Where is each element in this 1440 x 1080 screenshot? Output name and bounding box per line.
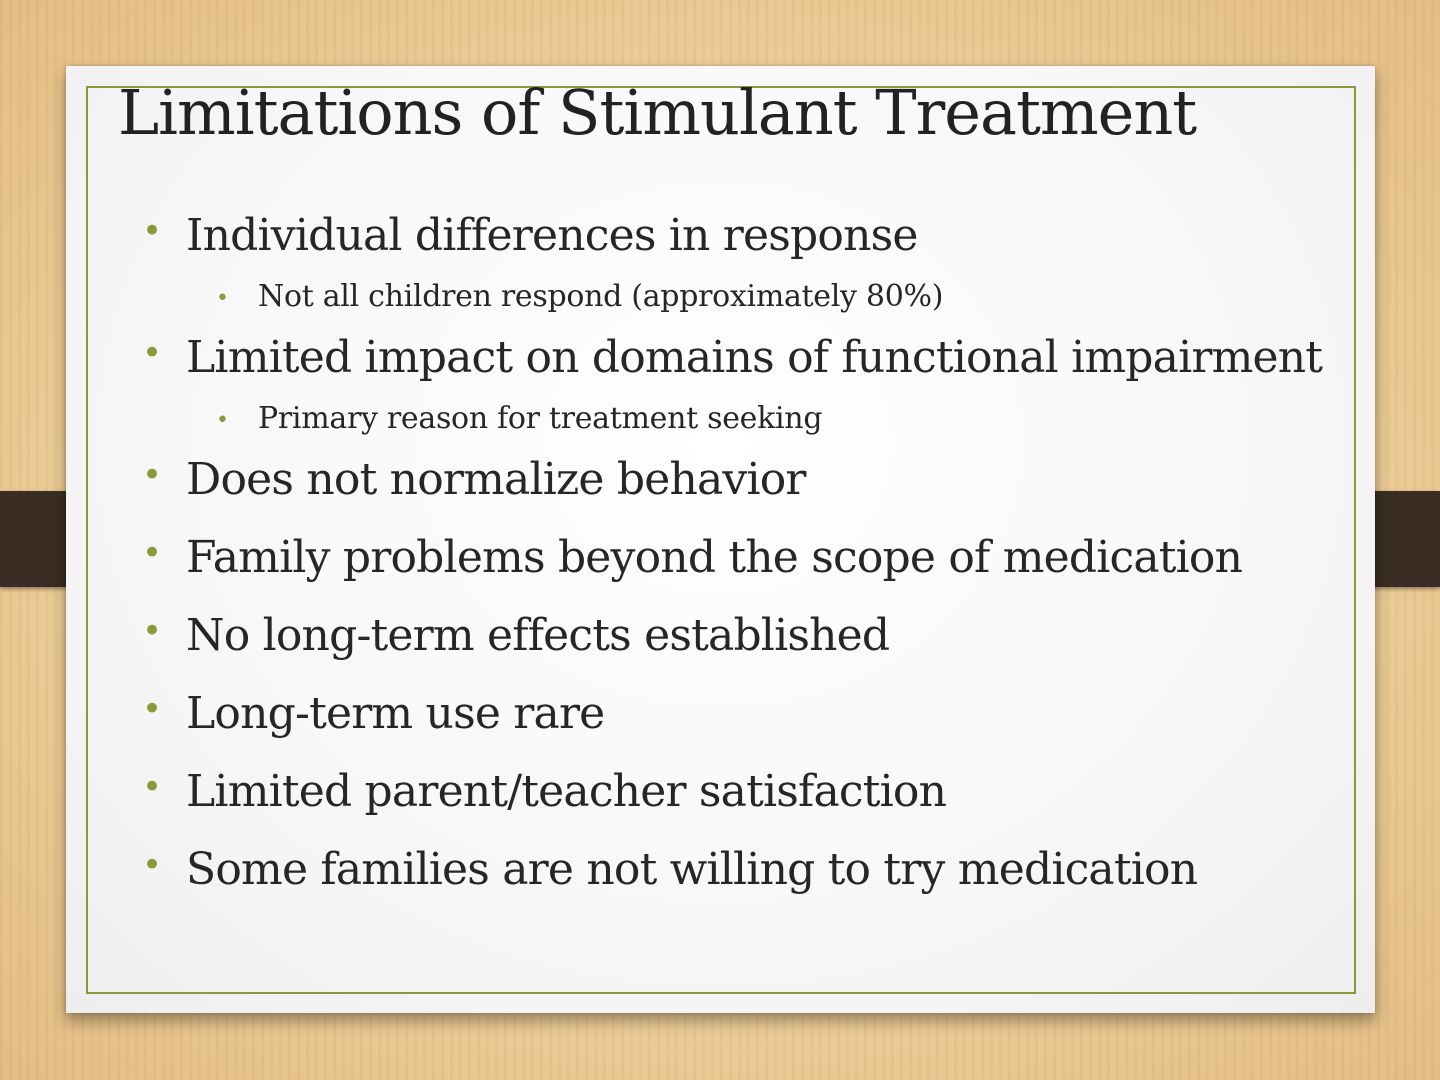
sub-bullet-dot-icon: • <box>216 408 229 433</box>
bullet-item: • Limited parent/teacher satisfaction <box>142 760 1366 824</box>
bullet-text: Long-term use rare <box>186 688 605 739</box>
bullet-item: • No long-term effects established <box>142 604 1366 668</box>
bullet-item: • Limited impact on domains of functiona… <box>142 326 1366 390</box>
bullet-text: No long-term effects established <box>186 610 890 661</box>
bullet-dot-icon: • <box>142 845 163 885</box>
bullet-item: • Individual differences in response <box>142 204 1366 268</box>
bullet-item: • Family problems beyond the scope of me… <box>142 526 1366 590</box>
bullet-item: • Some families are not willing to try m… <box>142 838 1366 902</box>
bullet-item: • Long-term use rare <box>142 682 1366 746</box>
bullet-dot-icon: • <box>142 333 163 373</box>
bullet-dot-icon: • <box>142 689 163 729</box>
bullet-dot-icon: • <box>142 533 163 573</box>
bullet-text: Individual differences in response <box>186 210 918 261</box>
sub-bullet-text: Not all children respond (approximately … <box>258 279 944 314</box>
bullet-item: • Does not normalize behavior <box>142 448 1366 512</box>
sub-bullet-item: • Not all children respond (approximatel… <box>186 268 1366 326</box>
bullet-text: Limited impact on domains of functional … <box>186 332 1323 383</box>
sub-bullet-dot-icon: • <box>216 286 229 311</box>
bullet-dot-icon: • <box>142 767 163 807</box>
slide-title: Limitations of Stimulant Treatment <box>118 76 1197 149</box>
bullet-dot-icon: • <box>142 455 163 495</box>
sub-bullet-item: • Primary reason for treatment seeking <box>186 390 1366 448</box>
bullet-text: Some families are not willing to try med… <box>186 844 1198 895</box>
bullet-dot-icon: • <box>142 211 163 251</box>
slide-frame <box>86 86 1356 994</box>
bullet-text: Family problems beyond the scope of medi… <box>186 532 1243 583</box>
sub-bullet-text: Primary reason for treatment seeking <box>258 401 823 436</box>
bullet-dot-icon: • <box>142 611 163 651</box>
bullet-text: Limited parent/teacher satisfaction <box>186 766 947 817</box>
bullet-text: Does not normalize behavior <box>186 454 806 505</box>
slide-card: Limitations of Stimulant Treatment • Ind… <box>66 66 1375 1013</box>
bullet-list: • Individual differences in response • N… <box>142 204 1366 902</box>
